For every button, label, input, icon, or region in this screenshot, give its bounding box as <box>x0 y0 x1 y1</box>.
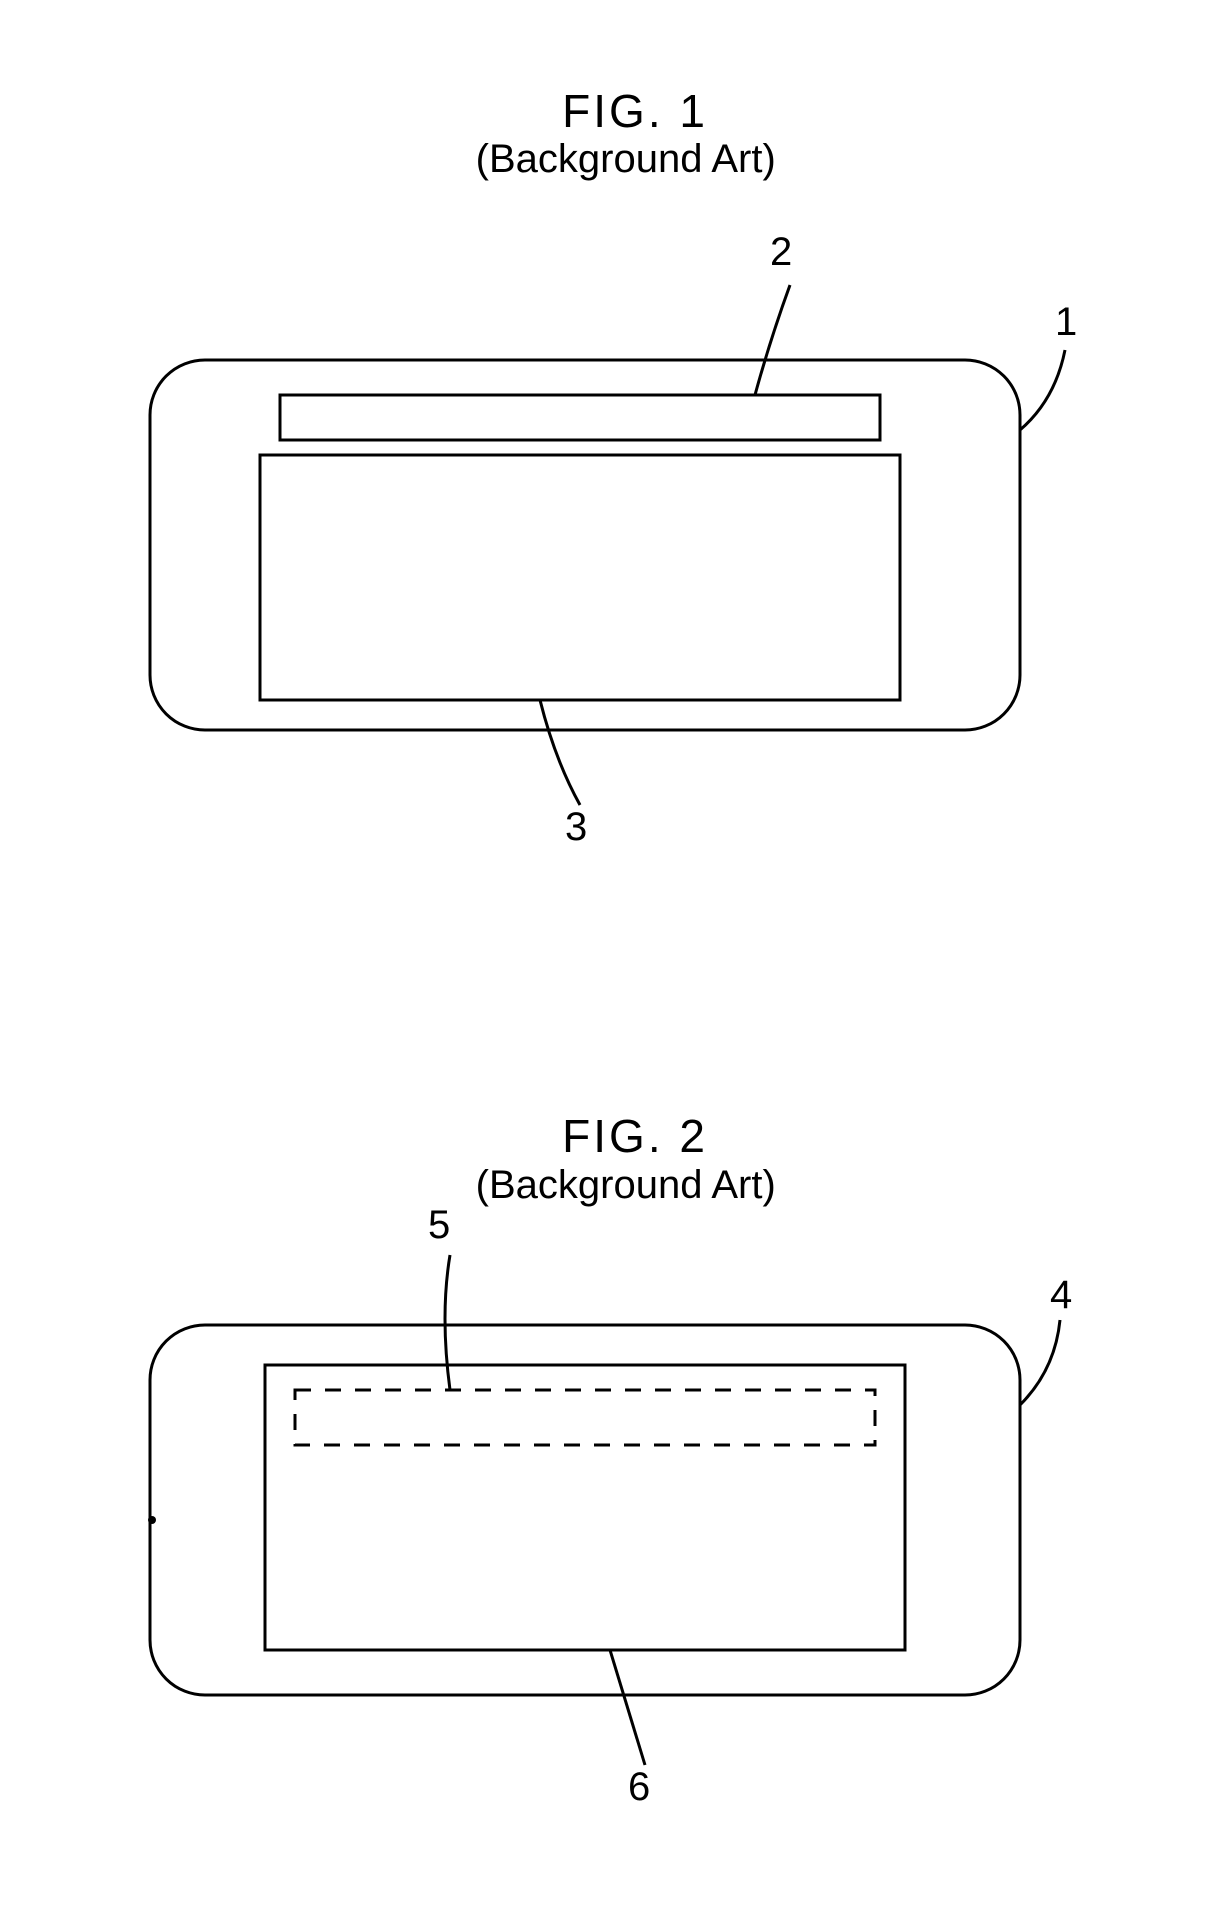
fig1-drawing: 1 2 3 <box>110 230 1100 840</box>
fig1-label-3-text: 3 <box>565 805 587 849</box>
fig2-svg <box>110 1165 1100 1805</box>
fig1-label-1-text: 1 <box>1055 300 1077 344</box>
fig2-label-6-text: 6 <box>628 1765 650 1809</box>
fig2-label-5: 5 <box>428 1203 450 1248</box>
fig1-label-2: 2 <box>770 230 792 275</box>
fig1-svg <box>110 230 1100 840</box>
fig2-label-5-text: 5 <box>428 1203 450 1247</box>
fig1-subtitle: (Background Art) <box>0 92 1207 227</box>
fig1-label-3: 3 <box>565 805 587 850</box>
fig2-label-4-text: 4 <box>1050 1273 1072 1317</box>
fig1-subtitle-text: (Background Art) <box>476 137 776 181</box>
fig2-label-4: 4 <box>1050 1273 1072 1318</box>
fig1-label-2-text: 2 <box>770 230 792 274</box>
page: FIG. 1 (Background Art) 1 2 3 FIG. 2 (Ba… <box>0 0 1207 1907</box>
fig2-drawing: 4 5 6 <box>110 1165 1100 1805</box>
fig2-label-6: 6 <box>628 1765 650 1810</box>
fig1-label-1: 1 <box>1055 300 1077 345</box>
